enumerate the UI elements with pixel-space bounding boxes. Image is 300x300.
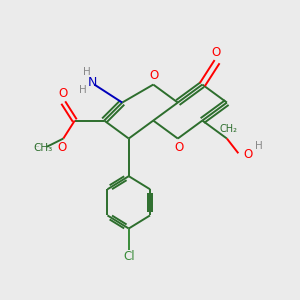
Text: O: O xyxy=(58,87,67,100)
Text: O: O xyxy=(57,141,67,154)
Text: O: O xyxy=(175,141,184,154)
Text: CH₂: CH₂ xyxy=(220,124,238,134)
Text: H: H xyxy=(255,141,262,151)
Text: H: H xyxy=(83,68,91,77)
Text: methyl: methyl xyxy=(35,146,40,147)
Text: N: N xyxy=(87,76,97,89)
Text: O: O xyxy=(212,46,221,59)
Text: O: O xyxy=(149,69,159,82)
Text: Cl: Cl xyxy=(123,250,134,263)
Text: O: O xyxy=(244,148,253,161)
Text: H: H xyxy=(79,85,87,95)
Text: CH₃: CH₃ xyxy=(33,143,52,153)
